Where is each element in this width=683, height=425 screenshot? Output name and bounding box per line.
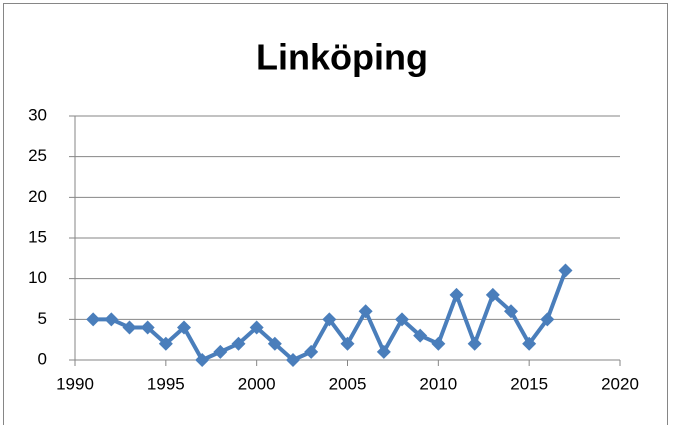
marker: [286, 353, 300, 367]
marker: [304, 344, 319, 359]
marker: [177, 320, 191, 335]
x-tick-label: 1995: [147, 374, 185, 393]
x-tick-label: 2015: [510, 374, 548, 393]
marker: [449, 287, 464, 302]
marker: [122, 320, 137, 335]
marker: [376, 344, 391, 359]
marker: [140, 320, 155, 335]
x-tick-label: 2020: [601, 374, 639, 393]
chart-title: Linköping: [256, 37, 428, 78]
x-tick-label: 2005: [329, 374, 367, 393]
marker: [322, 312, 337, 327]
y-tick-label: 10: [28, 268, 47, 287]
marker: [540, 312, 555, 327]
y-tick-label: 0: [38, 349, 47, 368]
marker: [413, 328, 428, 343]
marker: [522, 336, 537, 351]
x-tick-label: 2000: [238, 374, 276, 393]
marker: [231, 336, 246, 351]
y-tick-label: 5: [38, 309, 47, 328]
marker: [431, 336, 446, 351]
marker: [558, 263, 573, 278]
marker: [358, 304, 373, 319]
marker: [195, 353, 210, 367]
marker: [267, 336, 282, 351]
x-tick-label: 1990: [56, 374, 94, 393]
marker: [504, 304, 518, 319]
marker: [467, 336, 482, 351]
y-tick-label: 15: [28, 227, 47, 246]
chart-frame: [3, 3, 668, 425]
y-tick-label: 20: [28, 187, 47, 206]
x-tick-label: 2010: [419, 374, 457, 393]
marker: [485, 287, 500, 302]
marker: [249, 320, 264, 335]
marker: [158, 336, 173, 351]
y-tick-label: 30: [28, 105, 47, 124]
marker: [340, 336, 355, 351]
marker: [86, 312, 101, 327]
marker: [213, 344, 228, 359]
marker: [395, 312, 409, 327]
y-tick-label: 25: [28, 146, 47, 165]
marker: [104, 312, 119, 327]
